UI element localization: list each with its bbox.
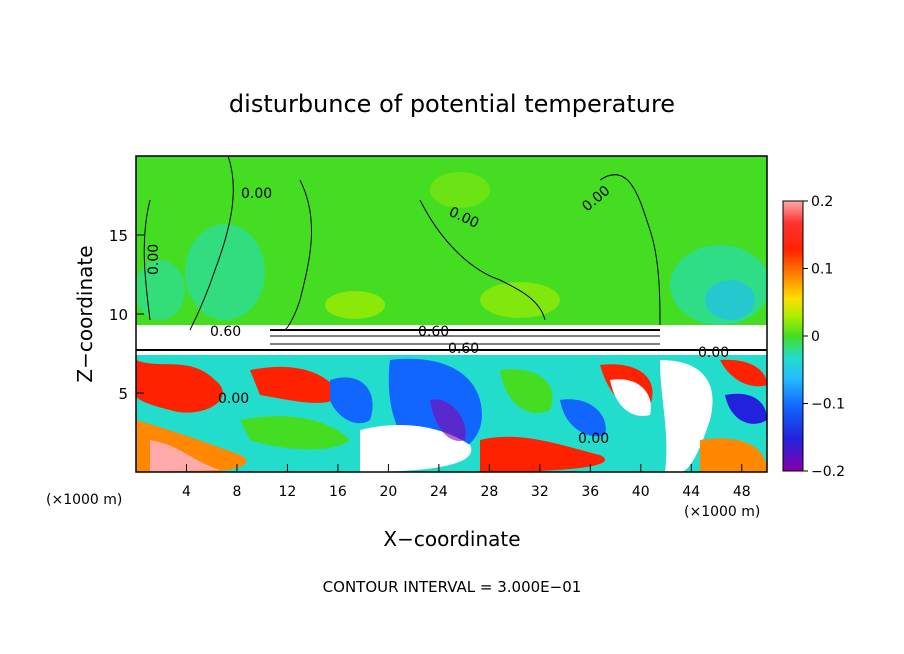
x-tick-label: 48 [733,484,751,500]
x-axis: 4 8 12 16 20 24 28 32 36 40 44 48 [182,464,751,500]
turbulent-patch [500,369,553,414]
turbulent-patch [560,399,606,437]
contour-label: 0.00 [698,345,729,361]
contour-label: 0.00 [146,244,162,275]
x-tick-label: 36 [581,484,599,500]
x-tick-label: 24 [430,484,448,500]
y-tick-label: 15 [109,227,128,245]
x-tick-label: 40 [632,484,650,500]
x-axis-label: X−coordinate [383,527,520,551]
turbulent-patch [240,416,350,450]
x-tick-label: 32 [531,484,549,500]
turbulent-patch [725,393,767,424]
y-unit-label: (×1000 m) [684,504,760,520]
yellow-spot [430,172,490,208]
y-axis: 5 10 15 [109,227,144,403]
y-tick-label: 10 [109,306,128,324]
contour-label: 0.00 [241,186,272,202]
turbulent-patch [700,438,767,472]
yellow-spot [325,291,385,319]
x-unit-label: (×1000 m) [46,492,122,508]
y-axis-label: Z−coordinate [73,245,97,382]
turbulent-patch [660,360,713,472]
turbulent-patch [136,360,223,413]
turbulent-patch [330,377,373,424]
turbulent-patch [150,440,220,472]
contour-line [419,199,546,321]
x-tick-label: 20 [379,484,397,500]
x-tick-label: 44 [682,484,700,500]
x-tick-label: 16 [329,484,347,500]
colorbar: 0.2 0.1 0 −0.1 −0.2 [782,194,845,480]
turbulent-patch [480,436,605,472]
contour-interval-note: CONTOUR INTERVAL = 3.000E−01 [323,578,582,596]
chart-title: disturbunce of potential temperature [229,90,675,118]
cyan-plume [705,280,755,320]
colorbar-tick-label: 0.1 [811,262,833,278]
plot-area [136,156,767,472]
turbulent-patch [250,366,340,403]
colorbar-ticks: 0.2 0.1 0 −0.1 −0.2 [803,194,845,480]
x-tick-label: 4 [182,484,191,500]
contour-label: 0.60 [448,341,479,357]
x-tick-label: 8 [232,484,241,500]
turbulent-patch [360,425,472,472]
turbulent-patch [610,379,651,416]
turbulent-patch [720,359,767,387]
colorbar-scale [782,200,804,472]
x-tick-label: 12 [279,484,297,500]
yellow-spot [480,282,560,318]
contour-label: 0.00 [578,431,609,447]
colorbar-tick-label: −0.1 [811,397,845,413]
contour-line [143,199,151,321]
contour-label: 0.00 [218,391,249,407]
x-tick-label: 28 [480,484,498,500]
contour-label: 0.60 [418,324,449,340]
contour-label: 0.60 [210,324,241,340]
contour-line [284,179,313,331]
colorbar-tick-label: 0 [811,329,820,345]
contour-line [189,156,234,331]
y-tick-label: 5 [118,385,128,403]
turbulent-patch [430,399,466,441]
colorbar-tick-label: 0.2 [811,194,833,210]
contour-line [599,174,661,326]
colorbar-tick-label: −0.2 [811,464,845,480]
